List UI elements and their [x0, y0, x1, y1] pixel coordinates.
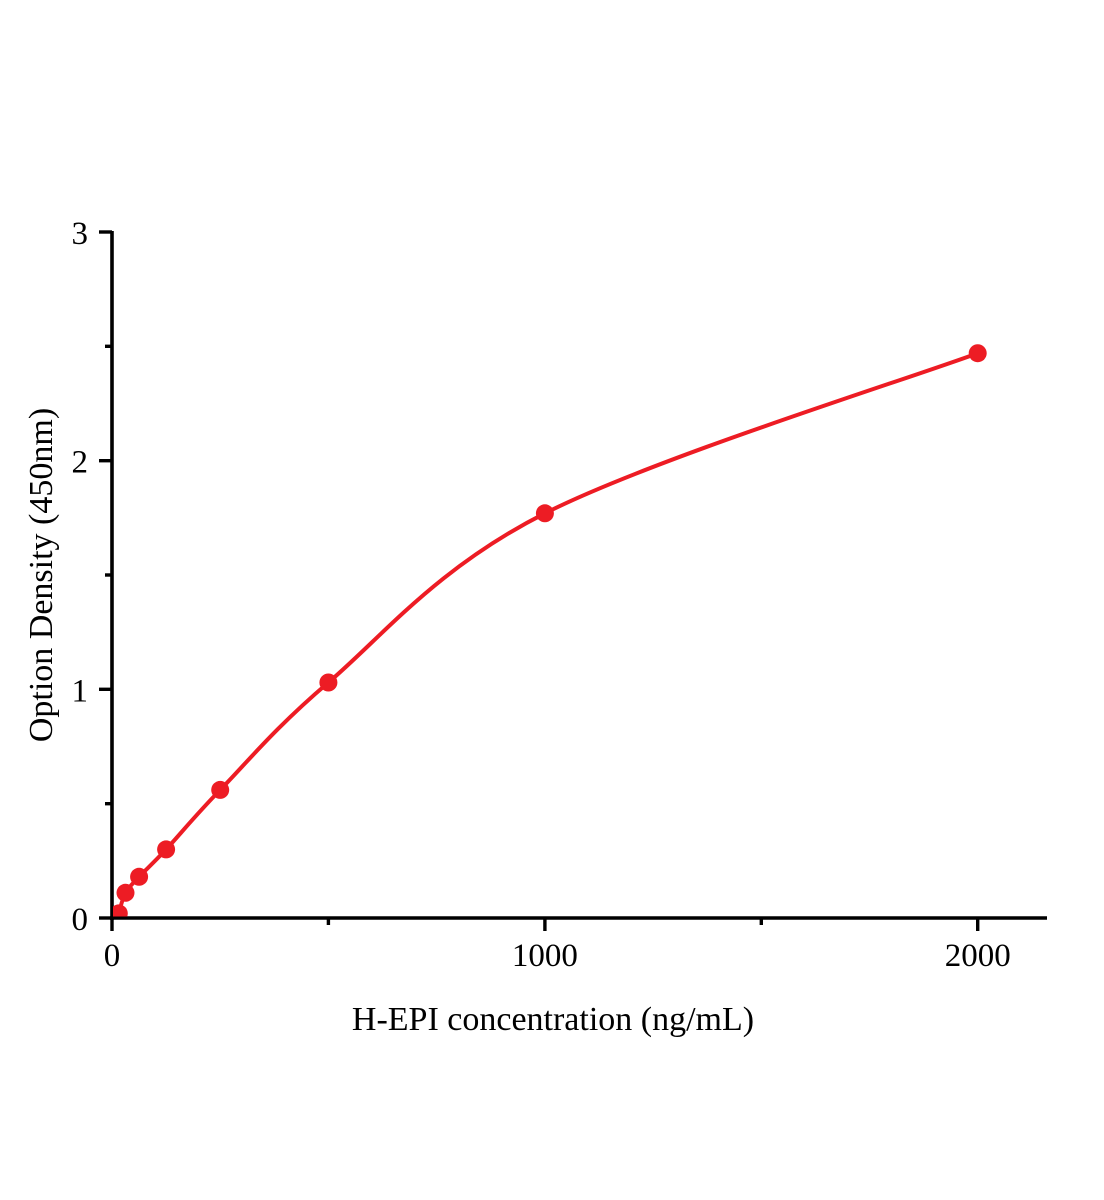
data-point [968, 344, 987, 363]
x-tick-label: 0 [104, 938, 121, 974]
data-layer [113, 344, 987, 917]
y-tick-label: 2 [72, 445, 89, 481]
x-tick-label: 2000 [945, 938, 1011, 974]
axes-layer [99, 230, 1047, 931]
y-tick-label: 1 [72, 673, 89, 709]
data-point [157, 840, 176, 859]
y-tick-label: 0 [72, 902, 89, 938]
data-point [113, 904, 128, 917]
y-tick-label: 3 [72, 216, 89, 252]
data-point [116, 883, 135, 902]
tick-label-layer: 0 1000 2000 0 1 2 3 [72, 216, 1011, 974]
x-axis-title: H-EPI concentration (ng/mL) [352, 1001, 754, 1038]
x-tick-label: 1000 [512, 938, 578, 974]
data-point [319, 673, 338, 692]
y-axis-title: Option Density (450nm) [23, 408, 60, 742]
data-point [535, 504, 554, 523]
data-point [130, 867, 149, 886]
data-point [211, 780, 230, 799]
